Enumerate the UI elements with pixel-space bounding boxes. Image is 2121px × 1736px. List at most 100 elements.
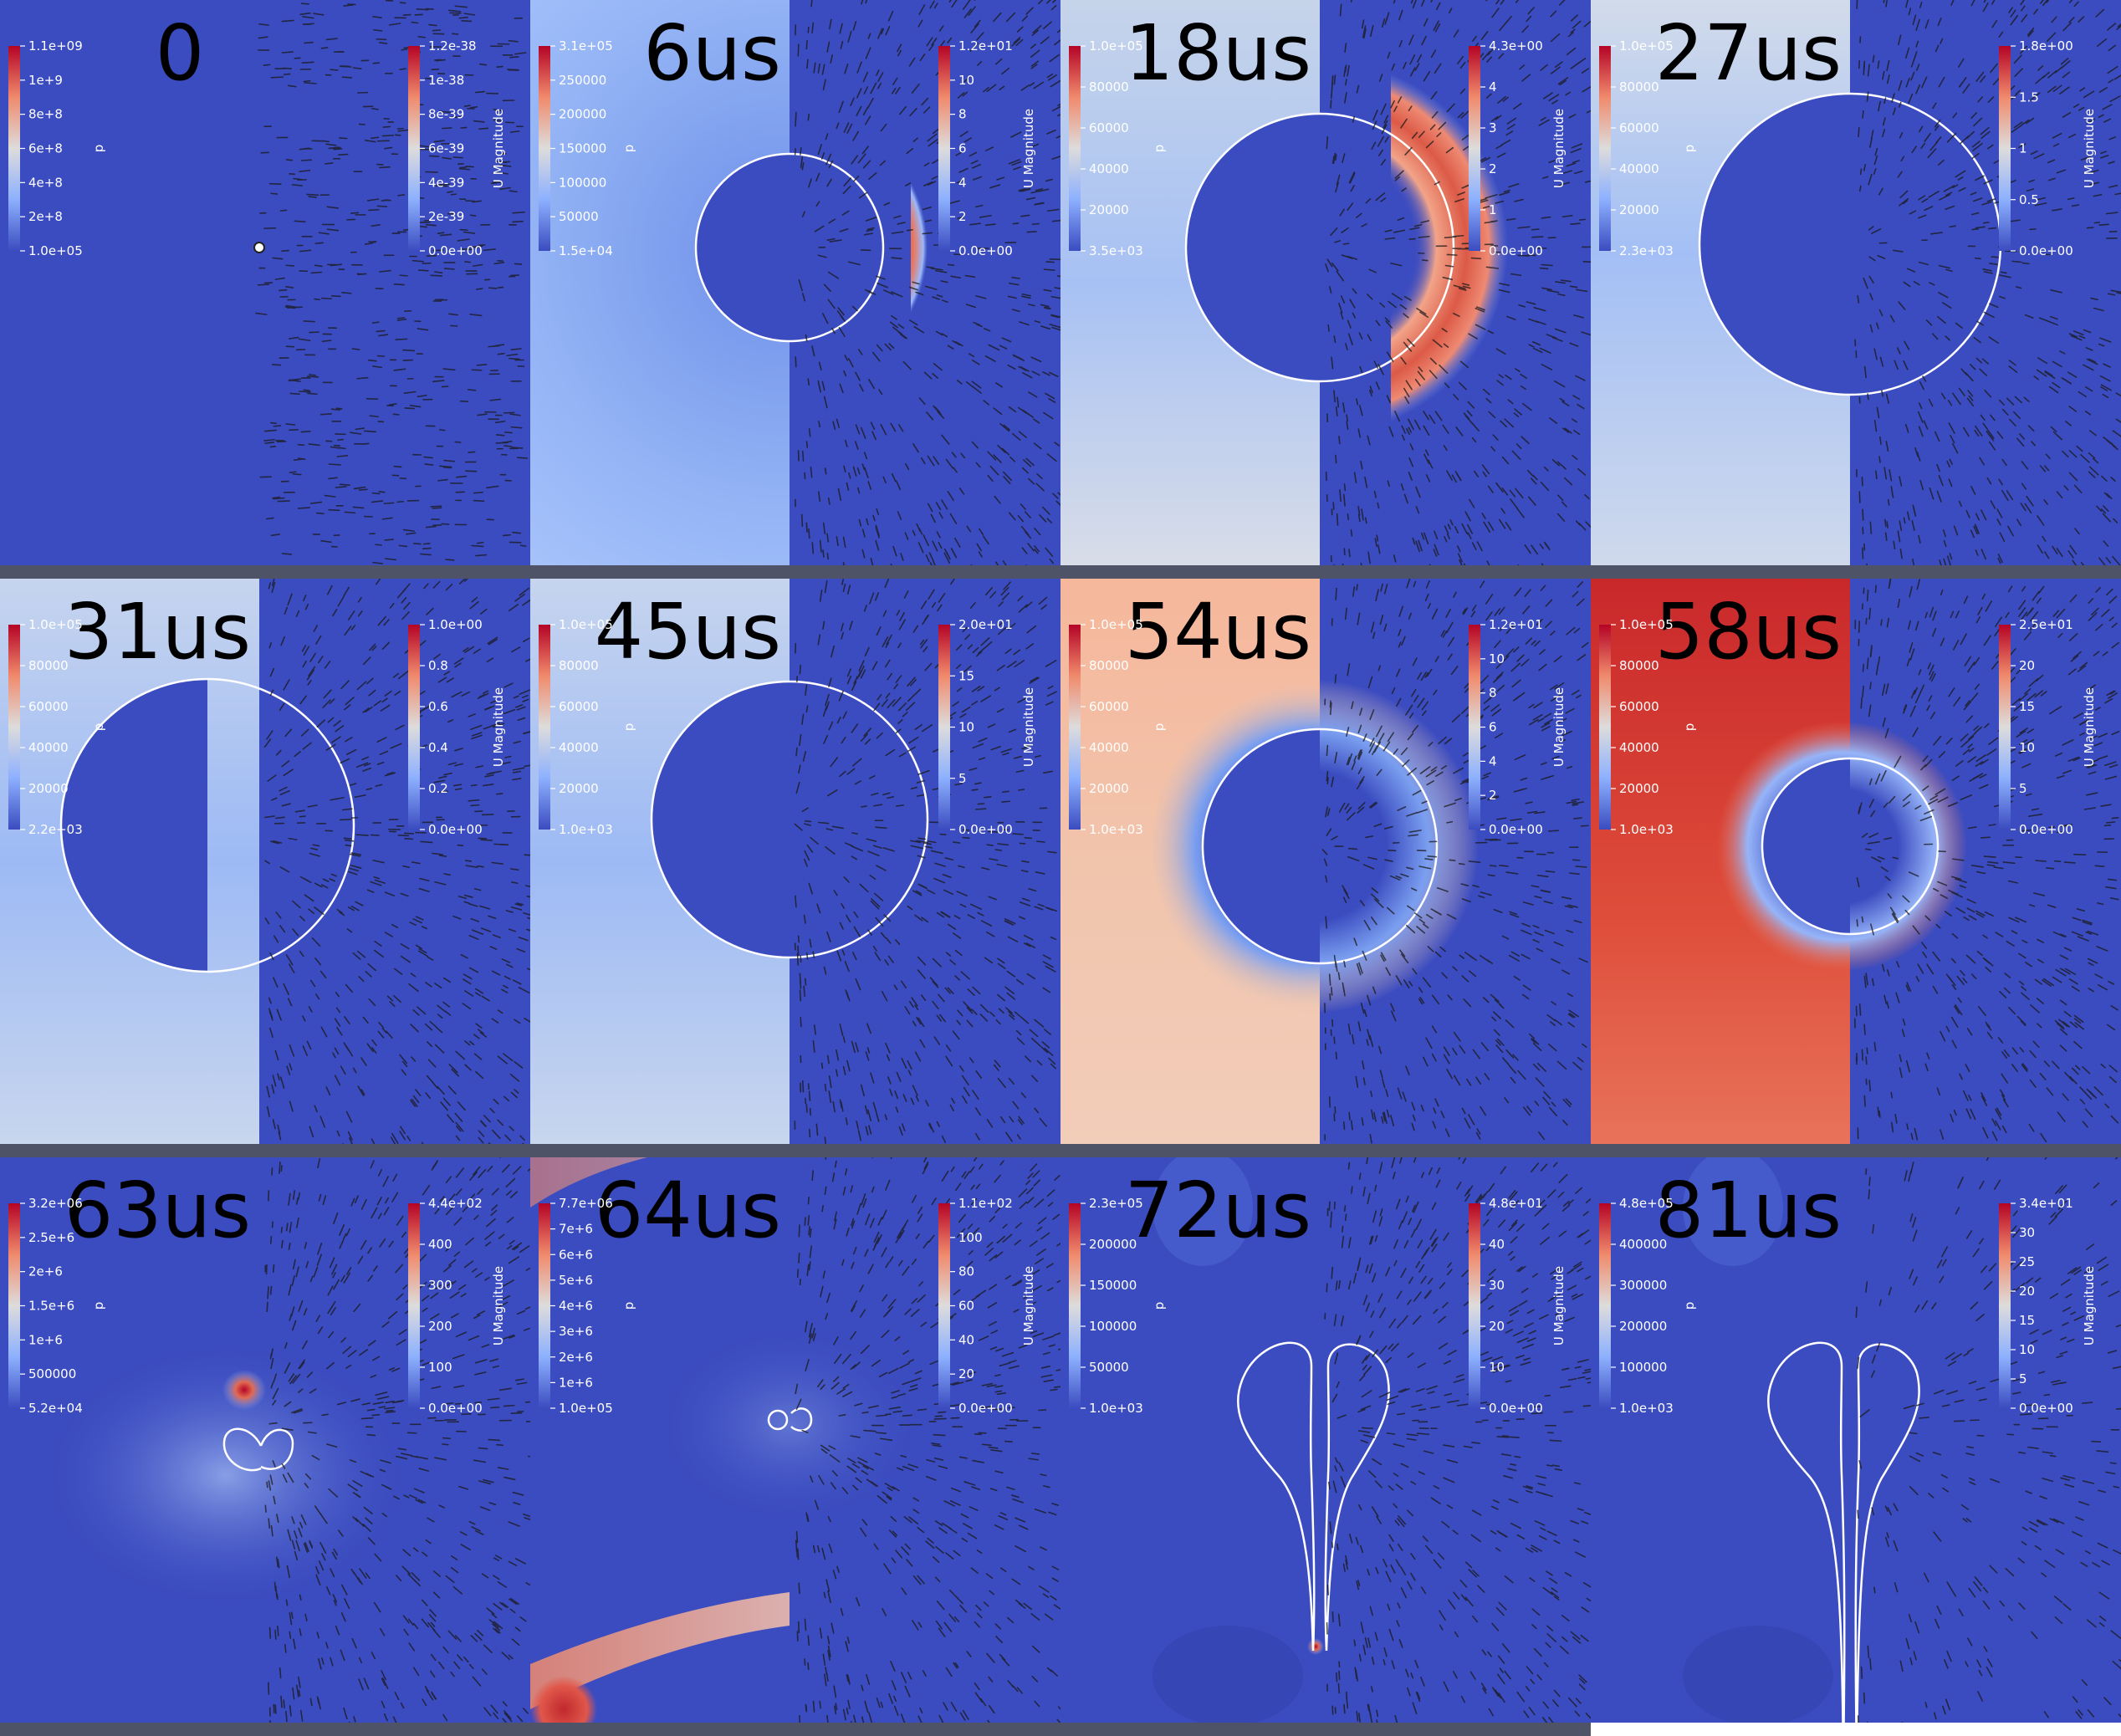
colorbar-tick-label: 20 xyxy=(2019,658,2035,673)
colorbar-tick-label: 0.0e+00 xyxy=(958,243,1013,258)
colorbar-tick-label: 40000 xyxy=(1089,161,1129,176)
colorbar-tick-label: 20 xyxy=(2019,1284,2035,1299)
panel-0: 0 1.1e+09 1e+9 8e+8 6e+8 4e+8 2e+8 1.0e+05 p 1.2e… xyxy=(0,0,530,565)
colorbar-tick-label: 6 xyxy=(1489,720,1497,735)
colorbar-tick-label: 3 xyxy=(1489,120,1497,135)
colorbar-title: p xyxy=(621,145,636,153)
time-label: 63us xyxy=(64,1166,251,1255)
colorbar-title: p xyxy=(1682,723,1697,732)
colorbar-scale xyxy=(938,625,950,830)
bubble-contour xyxy=(1854,1343,1920,1723)
pressure-colorbar: 1.0e+05 80000 60000 40000 20000 2.3e+03 p xyxy=(1599,38,1697,258)
colorbar-tick-label: 5e+6 xyxy=(559,1273,593,1288)
colorbar-scale xyxy=(408,625,420,830)
colorbar-title: U Magnitude xyxy=(1021,687,1036,767)
velocity-glyphs xyxy=(263,579,530,1144)
colorbar-tick-label: 1.5e+04 xyxy=(559,243,613,258)
pressure-colorbar: 1.1e+09 1e+9 8e+8 6e+8 4e+8 2e+8 1.0e+05 p xyxy=(8,38,106,258)
bubble-interior xyxy=(1762,758,1850,934)
bubble-contour xyxy=(650,680,929,959)
colorbar-tick-label: 15 xyxy=(2019,699,2035,714)
colorbar-tick-label: 1.0e+03 xyxy=(1619,1401,1674,1416)
colorbar-title: p xyxy=(91,723,106,732)
colorbar-title: U Magnitude xyxy=(491,687,506,767)
colorbar-tick-label: 150000 xyxy=(1089,1278,1137,1293)
colorbar-scale xyxy=(8,1203,20,1408)
pressure-colorbar: 1.0e+05 80000 60000 40000 20000 3.5e+03 p xyxy=(1069,38,1167,258)
colorbar-scale xyxy=(408,1203,420,1408)
colorbar-tick-label: 2.3e+05 xyxy=(1089,1196,1143,1211)
colorbar-tick-label: 2e+6 xyxy=(28,1264,63,1279)
colorbar-scale xyxy=(938,46,950,251)
time-label: 64us xyxy=(595,1166,781,1255)
colorbar-tick-label: 30 xyxy=(1489,1278,1505,1293)
colorbar-scale xyxy=(8,46,20,251)
colorbar-tick-label: 1.0e+03 xyxy=(1089,1401,1143,1416)
colorbar-tick-label: 40 xyxy=(1489,1237,1505,1252)
colorbar-scale xyxy=(1999,625,2011,830)
colorbar-tick-label: 1.0e+05 xyxy=(1089,617,1143,632)
colorbar-tick-label: 150000 xyxy=(559,141,606,156)
colorbar-tick-label: 20000 xyxy=(559,781,599,796)
colorbar-tick-label: 100000 xyxy=(559,175,606,190)
pressure-peak xyxy=(1307,1638,1324,1655)
colorbar-tick-label: 1.0e+05 xyxy=(1619,617,1674,632)
bubble-contour xyxy=(1767,1341,1846,1723)
velocity-glyphs xyxy=(255,0,529,564)
time-label: 45us xyxy=(595,587,781,677)
colorbar-tick-label: 4e-39 xyxy=(428,175,464,190)
pressure-wave xyxy=(530,1592,790,1709)
colorbar-tick-label: 100000 xyxy=(1089,1319,1137,1334)
panel-31us: 31us1.0e+05800006000040000200002.2e+03p1… xyxy=(0,579,530,1144)
colorbar-scale xyxy=(1469,46,1480,251)
colorbar-tick-label: 10 xyxy=(1489,651,1505,666)
velocity-colorbar: 1.8e+00 1.5 1 0.5 0.0e+00 U Magnitude xyxy=(1999,38,2097,258)
colorbar-tick-label: 10 xyxy=(958,720,974,735)
bubble-contour xyxy=(1237,1341,1316,1652)
colorbar-tick-label: 1 xyxy=(2019,141,2027,156)
colorbar-tick-label: 1.1e+09 xyxy=(28,38,83,54)
field-view xyxy=(530,579,1060,1144)
colorbar-scale xyxy=(1999,1203,2011,1408)
field-view xyxy=(0,0,530,565)
colorbar-tick-label: 100 xyxy=(958,1230,983,1245)
colorbar-title: U Magnitude xyxy=(2082,109,2097,188)
colorbar-tick-label: 3e+6 xyxy=(559,1324,593,1339)
bubble-interior xyxy=(1203,729,1320,963)
pressure-glow xyxy=(656,1325,923,1525)
velocity-colorbar: 4.3e+00 4 3 2 1 0.0e+00 U Magnitude xyxy=(1469,38,1566,258)
colorbar-tick-label: 0.0e+00 xyxy=(958,822,1013,837)
velocity-colorbar: 1.2e+01 10 8 6 4 2 0.0e+00 U Magnitude xyxy=(1469,617,1566,837)
colorbar-title: U Magnitude xyxy=(491,1266,506,1345)
colorbar-tick-label: 0.0e+00 xyxy=(428,822,483,837)
velocity-glyphs xyxy=(1324,1157,1591,1723)
colorbar-tick-label: 20 xyxy=(1489,1319,1505,1334)
colorbar-tick-label: 1.5 xyxy=(2019,89,2039,105)
colorbar-tick-label: 20000 xyxy=(1089,781,1129,796)
velocity-colorbar: 3.4e+01 30 25 20 15 10 5 0.0e+00 U Magnitude xyxy=(1999,1196,2097,1416)
colorbar-tick-label: 2e+6 xyxy=(559,1350,593,1365)
colorbar-tick-label: 60000 xyxy=(1619,120,1659,135)
colorbar-tick-label: 80000 xyxy=(28,658,69,673)
colorbar-tick-label: 1.0e+03 xyxy=(1089,822,1143,837)
colorbar-tick-label: 7.7e+06 xyxy=(559,1196,613,1211)
colorbar-tick-label: 50000 xyxy=(559,209,599,224)
pressure-colorbar: 1.0e+05 80000 60000 40000 20000 1.0e+03 p xyxy=(1599,617,1697,837)
pressure-patch xyxy=(1152,1626,1303,1723)
colorbar-scale xyxy=(1069,1203,1081,1408)
colorbar-title: p xyxy=(91,145,106,153)
colorbar-tick-label: 8e+8 xyxy=(28,107,63,122)
colorbar-title: p xyxy=(1682,1302,1697,1310)
colorbar-tick-label: 2.5e+6 xyxy=(28,1230,74,1245)
time-label: 31us xyxy=(64,587,251,677)
pressure-wave xyxy=(530,1157,798,1208)
colorbar-tick-label: 2.5e+01 xyxy=(2019,617,2073,632)
colorbar-tick-label: 2.2e+03 xyxy=(28,822,83,837)
bubble-interior xyxy=(652,682,790,957)
colorbar-tick-label: 0.0e+00 xyxy=(1489,1401,1543,1416)
colorbar-scale xyxy=(1599,46,1611,251)
